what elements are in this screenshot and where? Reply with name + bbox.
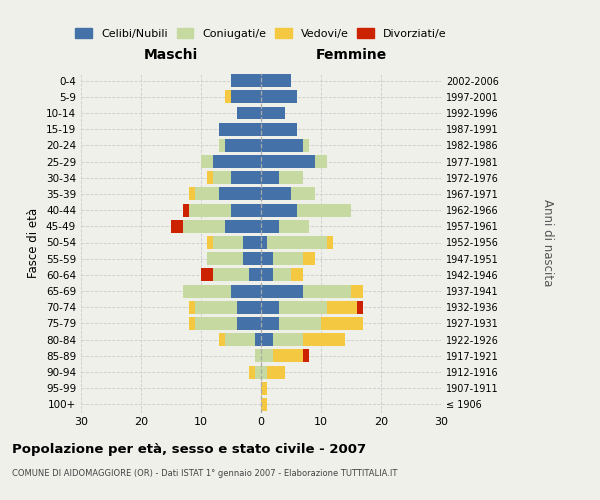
Bar	[213, 172, 231, 184]
Bar	[261, 236, 267, 249]
Bar	[261, 398, 267, 411]
Bar	[201, 268, 213, 281]
Text: COMUNE DI AIDOMAGGIORE (OR) - Dati ISTAT 1° gennaio 2007 - Elaborazione TUTTITAL: COMUNE DI AIDOMAGGIORE (OR) - Dati ISTAT…	[12, 468, 397, 477]
Bar	[237, 317, 261, 330]
Bar	[237, 301, 261, 314]
Bar	[189, 301, 195, 314]
Bar	[261, 90, 297, 104]
Bar	[297, 204, 351, 216]
Bar	[261, 301, 279, 314]
Bar	[261, 139, 303, 152]
Bar	[261, 268, 273, 281]
Bar	[219, 122, 261, 136]
Bar	[261, 317, 279, 330]
Bar	[279, 301, 327, 314]
Bar	[213, 155, 261, 168]
Bar	[327, 236, 333, 249]
Bar	[207, 252, 243, 265]
Bar	[261, 382, 267, 394]
Bar	[183, 220, 225, 233]
Bar	[279, 172, 303, 184]
Bar	[219, 188, 261, 200]
Bar	[201, 155, 213, 168]
Legend: Celibi/Nubili, Coniugati/e, Vedovi/e, Divorziati/e: Celibi/Nubili, Coniugati/e, Vedovi/e, Di…	[71, 24, 451, 44]
Bar	[351, 284, 363, 298]
Bar	[321, 317, 363, 330]
Bar	[195, 317, 237, 330]
Bar	[189, 317, 195, 330]
Bar	[273, 350, 303, 362]
Bar	[225, 333, 255, 346]
Bar	[189, 188, 195, 200]
Bar	[267, 236, 327, 249]
Bar	[279, 220, 309, 233]
Bar	[303, 333, 345, 346]
Bar	[237, 106, 261, 120]
Bar	[261, 366, 267, 378]
Bar	[261, 106, 285, 120]
Bar	[261, 155, 315, 168]
Bar	[357, 301, 363, 314]
Bar	[291, 188, 315, 200]
Bar	[243, 252, 261, 265]
Bar	[261, 333, 273, 346]
Bar	[303, 350, 309, 362]
Bar	[303, 284, 351, 298]
Bar	[183, 204, 189, 216]
Text: Femmine: Femmine	[316, 48, 386, 62]
Bar	[255, 366, 261, 378]
Bar	[231, 204, 261, 216]
Bar	[303, 252, 315, 265]
Bar	[231, 172, 261, 184]
Bar	[231, 74, 261, 87]
Bar	[183, 284, 231, 298]
Bar	[261, 252, 273, 265]
Bar	[189, 204, 231, 216]
Bar	[261, 74, 291, 87]
Bar	[225, 90, 231, 104]
Bar	[261, 350, 273, 362]
Bar	[243, 236, 261, 249]
Bar	[213, 236, 243, 249]
Bar	[303, 139, 309, 152]
Bar	[213, 268, 249, 281]
Bar	[315, 155, 327, 168]
Bar	[231, 90, 261, 104]
Y-axis label: Fasce di età: Fasce di età	[28, 208, 40, 278]
Bar	[273, 333, 303, 346]
Y-axis label: Anni di nascita: Anni di nascita	[541, 199, 554, 286]
Bar	[261, 220, 279, 233]
Bar	[207, 172, 213, 184]
Bar	[195, 188, 219, 200]
Bar	[279, 317, 321, 330]
Bar	[273, 268, 291, 281]
Bar	[267, 366, 285, 378]
Bar	[207, 236, 213, 249]
Bar	[171, 220, 183, 233]
Bar	[261, 188, 291, 200]
Bar	[195, 301, 237, 314]
Bar	[219, 139, 225, 152]
Text: Popolazione per età, sesso e stato civile - 2007: Popolazione per età, sesso e stato civil…	[12, 442, 366, 456]
Bar	[255, 350, 261, 362]
Bar	[219, 333, 225, 346]
Bar	[255, 333, 261, 346]
Text: Maschi: Maschi	[144, 48, 198, 62]
Bar	[225, 139, 261, 152]
Bar	[261, 172, 279, 184]
Bar	[249, 268, 261, 281]
Bar	[261, 204, 297, 216]
Bar	[261, 122, 297, 136]
Bar	[327, 301, 357, 314]
Bar	[261, 284, 303, 298]
Bar	[273, 252, 303, 265]
Bar	[231, 284, 261, 298]
Bar	[291, 268, 303, 281]
Bar	[225, 220, 261, 233]
Bar	[249, 366, 255, 378]
